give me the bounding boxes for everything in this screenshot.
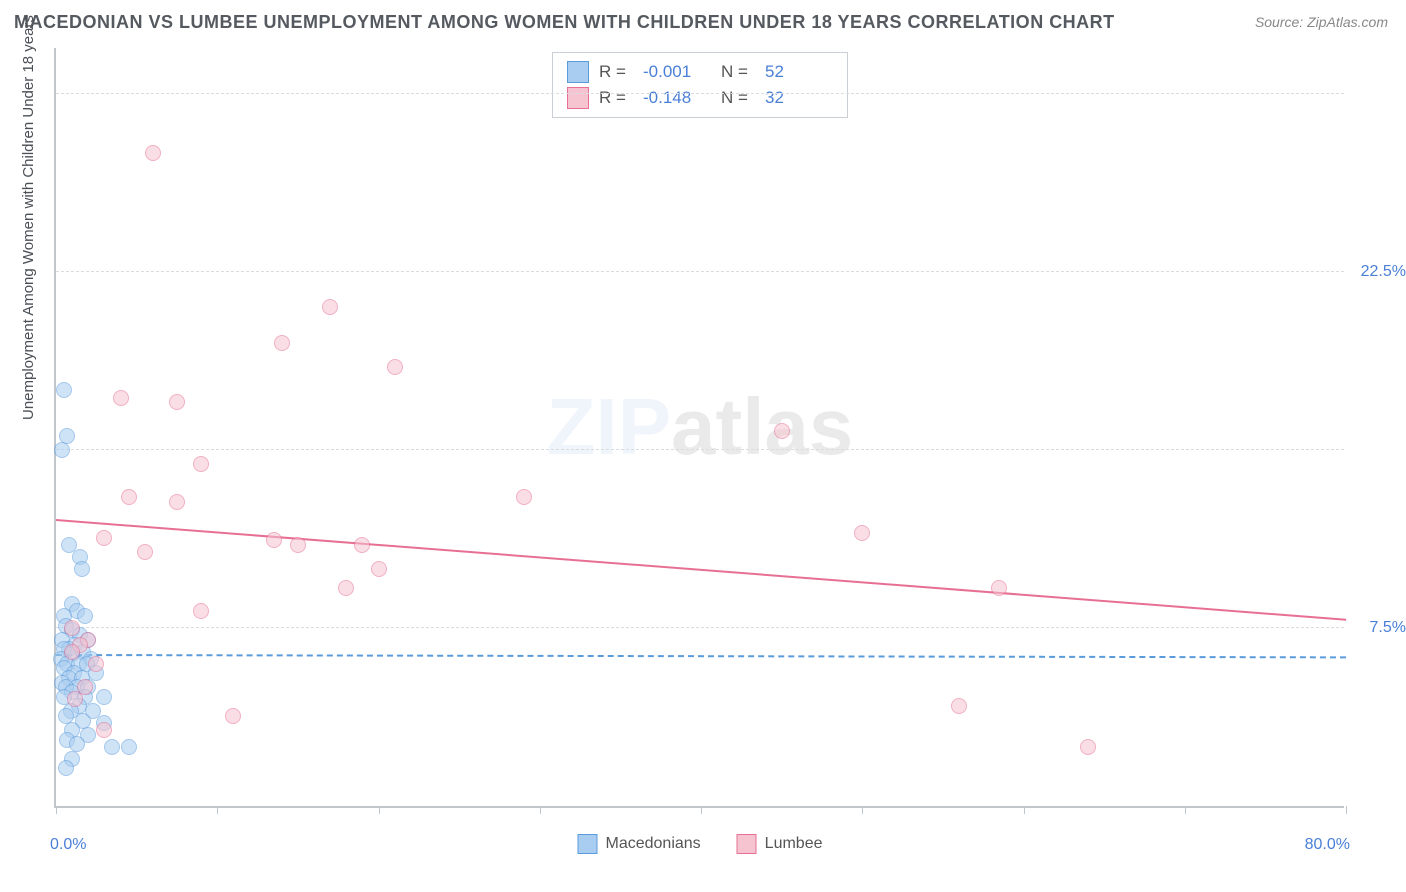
data-point xyxy=(266,532,282,548)
data-point xyxy=(67,691,83,707)
x-tick xyxy=(701,806,702,814)
data-point xyxy=(387,359,403,375)
scatter-chart: ZIPatlas R = -0.001 N = 52 R = -0.148 N … xyxy=(54,48,1344,808)
x-tick xyxy=(1024,806,1025,814)
legend-item-lumbee: Lumbee xyxy=(737,834,823,854)
legend-row-macedonians: R = -0.001 N = 52 xyxy=(567,59,833,85)
data-point xyxy=(145,145,161,161)
data-point xyxy=(64,644,80,660)
data-point xyxy=(58,760,74,776)
watermark-atlas: atlas xyxy=(671,382,853,471)
data-point xyxy=(290,537,306,553)
r-value-macedonians: -0.001 xyxy=(643,62,711,82)
x-tick xyxy=(540,806,541,814)
data-point xyxy=(104,739,120,755)
data-point xyxy=(193,456,209,472)
swatch-macedonians xyxy=(567,61,589,83)
y-tick-label: 22.5% xyxy=(1361,263,1406,281)
data-point xyxy=(274,335,290,351)
r-value-lumbee: -0.148 xyxy=(643,88,711,108)
legend-label-macedonians: Macedonians xyxy=(606,835,701,853)
data-point xyxy=(54,442,70,458)
x-tick-label: 80.0% xyxy=(1305,836,1350,854)
n-label: N = xyxy=(721,88,755,108)
data-point xyxy=(371,561,387,577)
data-point xyxy=(1080,739,1096,755)
chart-title: MACEDONIAN VS LUMBEE UNEMPLOYMENT AMONG … xyxy=(14,12,1115,33)
data-point xyxy=(354,537,370,553)
data-point xyxy=(56,382,72,398)
data-point xyxy=(193,603,209,619)
data-point xyxy=(137,544,153,560)
data-point xyxy=(516,489,532,505)
x-tick xyxy=(379,806,380,814)
trendline-lumbee xyxy=(56,519,1346,621)
data-point xyxy=(113,390,129,406)
n-value-lumbee: 32 xyxy=(765,88,833,108)
x-tick xyxy=(1346,806,1347,814)
y-tick-label: 7.5% xyxy=(1370,619,1406,637)
r-label: R = xyxy=(599,62,633,82)
data-point xyxy=(225,708,241,724)
legend-label-lumbee: Lumbee xyxy=(765,835,823,853)
y-axis-label: Unemployment Among Women with Children U… xyxy=(20,15,37,420)
r-label: R = xyxy=(599,88,633,108)
n-label: N = xyxy=(721,62,755,82)
data-point xyxy=(169,394,185,410)
legend-row-lumbee: R = -0.148 N = 32 xyxy=(567,85,833,111)
x-tick xyxy=(217,806,218,814)
data-point xyxy=(64,620,80,636)
x-tick xyxy=(862,806,863,814)
data-point xyxy=(77,608,93,624)
data-point xyxy=(88,656,104,672)
correlation-legend: R = -0.001 N = 52 R = -0.148 N = 32 xyxy=(552,52,848,118)
data-point xyxy=(322,299,338,315)
data-point xyxy=(991,580,1007,596)
gridline xyxy=(56,93,1344,94)
x-tick-label: 0.0% xyxy=(50,836,86,854)
source-attribution: Source: ZipAtlas.com xyxy=(1255,14,1388,30)
legend-item-macedonians: Macedonians xyxy=(578,834,701,854)
data-point xyxy=(96,689,112,705)
x-tick xyxy=(1185,806,1186,814)
data-point xyxy=(774,423,790,439)
data-point xyxy=(96,722,112,738)
data-point xyxy=(169,494,185,510)
data-point xyxy=(951,698,967,714)
swatch-lumbee-icon xyxy=(737,834,757,854)
data-point xyxy=(96,530,112,546)
gridline xyxy=(56,449,1344,450)
data-point xyxy=(121,739,137,755)
swatch-lumbee xyxy=(567,87,589,109)
n-value-macedonians: 52 xyxy=(765,62,833,82)
data-point xyxy=(854,525,870,541)
trendline-macedonians xyxy=(56,654,1346,658)
gridline xyxy=(56,271,1344,272)
data-point xyxy=(74,561,90,577)
watermark: ZIPatlas xyxy=(547,381,854,473)
data-point xyxy=(338,580,354,596)
series-legend: Macedonians Lumbee xyxy=(578,834,823,854)
data-point xyxy=(121,489,137,505)
watermark-zip: ZIP xyxy=(547,382,671,471)
gridline xyxy=(56,627,1344,628)
x-tick xyxy=(56,806,57,814)
swatch-macedonians-icon xyxy=(578,834,598,854)
